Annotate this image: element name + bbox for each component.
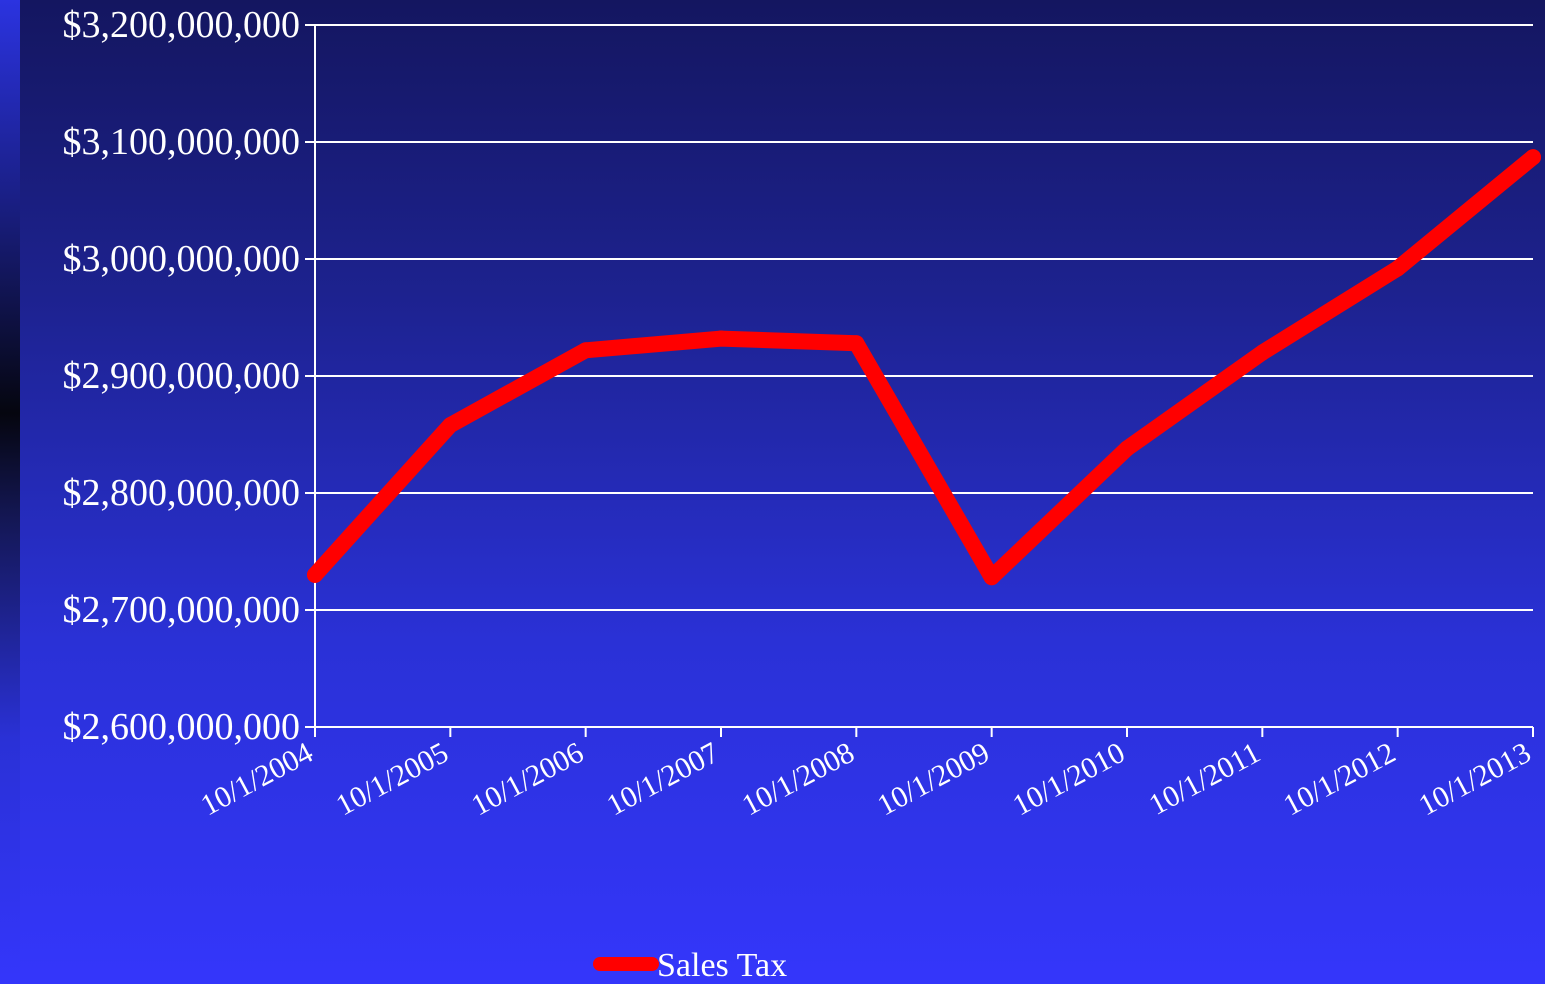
x-tick-label: 10/1/2013 bbox=[1413, 736, 1536, 822]
gridlines bbox=[315, 24, 1533, 611]
x-tick-label: 10/1/2007 bbox=[601, 736, 724, 822]
data-point bbox=[848, 335, 865, 352]
data-point bbox=[1119, 440, 1135, 457]
x-tick-label: 10/1/2010 bbox=[1007, 736, 1130, 822]
data-point bbox=[1254, 344, 1271, 361]
data-point bbox=[713, 330, 729, 347]
x-tick-label: 10/1/2008 bbox=[737, 736, 860, 822]
x-tick-label: 10/1/2009 bbox=[872, 736, 995, 822]
y-tick-label: $3,000,000,000 bbox=[63, 238, 301, 280]
x-tick-label: 10/1/2004 bbox=[195, 736, 318, 822]
x-tick-label: 10/1/2012 bbox=[1278, 736, 1401, 822]
x-tick-label: 10/1/2011 bbox=[1144, 736, 1266, 822]
data-point bbox=[442, 417, 459, 434]
x-tick-label: 10/1/2006 bbox=[466, 736, 589, 822]
left-decorative-strip bbox=[0, 0, 20, 984]
data-point bbox=[577, 342, 594, 359]
axes bbox=[305, 24, 1534, 737]
data-point bbox=[1525, 149, 1541, 166]
series-layer bbox=[307, 149, 1541, 586]
y-tick-label: $2,600,000,000 bbox=[63, 706, 301, 748]
legend: Sales Tax bbox=[593, 947, 787, 984]
y-tick-label: $2,800,000,000 bbox=[63, 472, 301, 514]
y-tick-label: $3,100,000,000 bbox=[63, 121, 301, 163]
data-point bbox=[307, 566, 323, 583]
data-point bbox=[983, 569, 1000, 586]
y-tick-label: $3,200,000,000 bbox=[63, 4, 301, 46]
legend-label: Sales Tax bbox=[657, 947, 787, 984]
x-axis-tick-labels: 10/1/2004 10/1/2005 10/1/2006 10/1/2007 10/1… bbox=[195, 736, 1536, 822]
y-tick-label: $2,900,000,000 bbox=[63, 355, 301, 397]
y-axis-tick-labels: $2,600,000,000 $2,700,000,000 $2,800,000,0… bbox=[63, 4, 301, 748]
data-point bbox=[1389, 260, 1406, 277]
series-line-sales-tax bbox=[307, 149, 1541, 586]
x-tick-label: 10/1/2005 bbox=[331, 736, 454, 822]
y-tick-label: $2,700,000,000 bbox=[63, 589, 301, 631]
